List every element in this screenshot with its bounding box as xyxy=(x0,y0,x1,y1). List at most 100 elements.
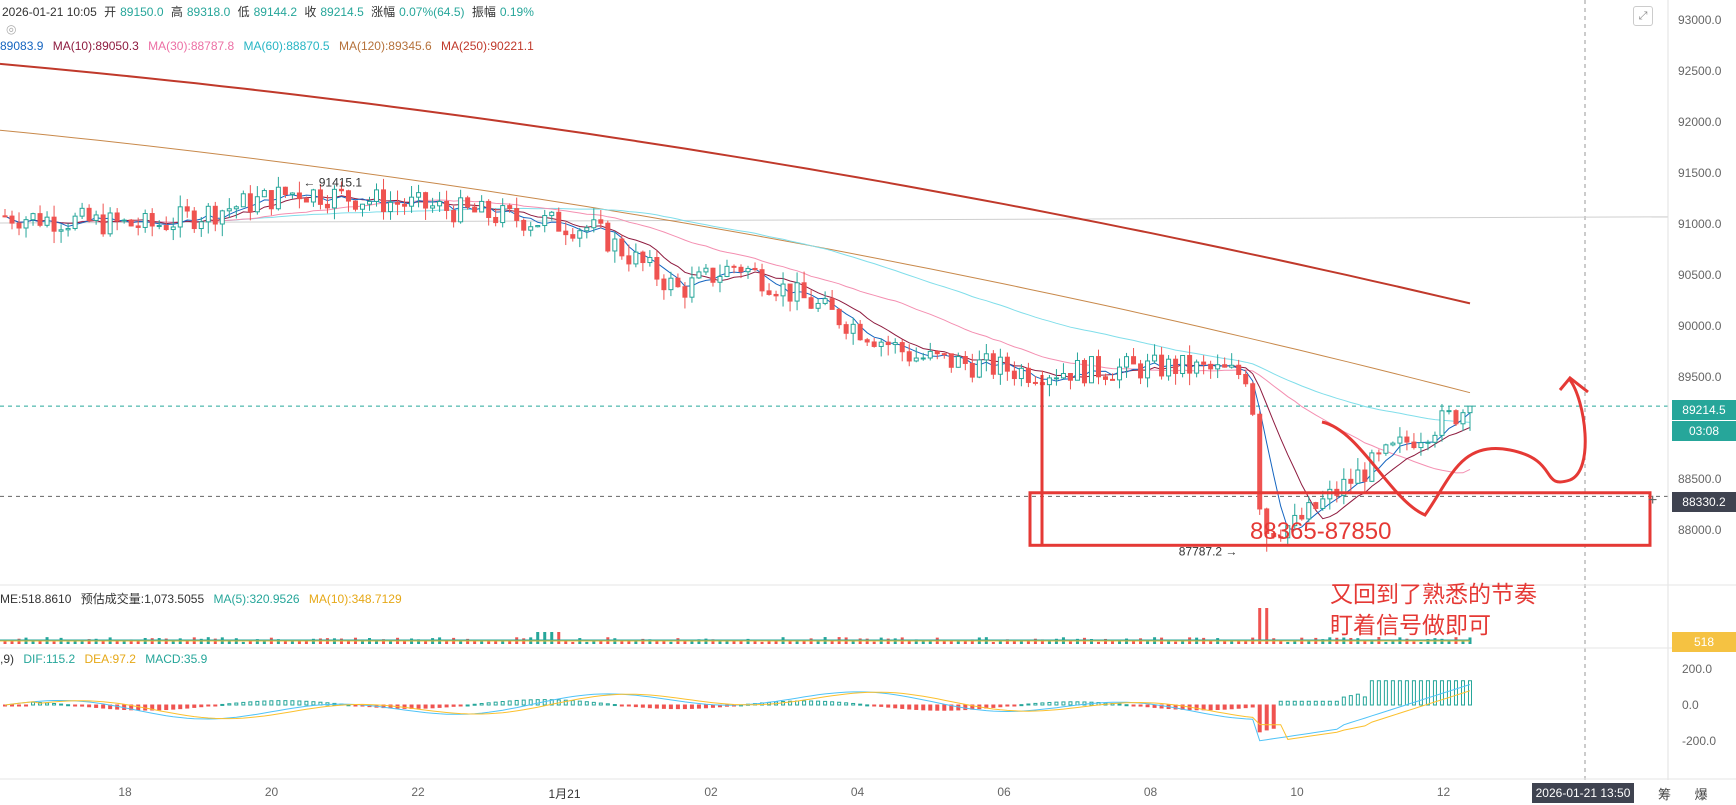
candle-body xyxy=(1138,363,1144,379)
plus-icon[interactable]: + xyxy=(1648,492,1658,509)
volume-bar xyxy=(1258,608,1262,644)
macd-histogram-bar xyxy=(1271,704,1276,729)
macd-histogram-bar xyxy=(444,704,449,708)
candle-body xyxy=(247,193,253,213)
macd-histogram-bar xyxy=(619,704,624,707)
macd-histogram-bar xyxy=(893,704,898,709)
candle-body xyxy=(121,219,127,222)
candle-body xyxy=(170,226,176,231)
macd-value: MACD:35.9 xyxy=(145,652,208,666)
macd-histogram-bar xyxy=(802,700,807,706)
volume-bar xyxy=(1370,639,1374,644)
candle-body xyxy=(359,203,365,210)
volume-bar xyxy=(136,639,140,644)
time-tick-label: 1月21 xyxy=(548,787,581,801)
macd-histogram-bar xyxy=(136,704,141,711)
macd-histogram-bar xyxy=(654,704,659,709)
candle-body xyxy=(976,359,982,378)
candle-body xyxy=(906,351,912,362)
candle-body xyxy=(72,215,78,229)
volume-bar xyxy=(389,641,393,644)
candle-body xyxy=(1320,498,1326,509)
macd-panel xyxy=(3,680,1472,742)
expand-icon[interactable]: ⤢ xyxy=(1633,6,1653,26)
volume-bar xyxy=(424,641,428,644)
macd-histogram-bar xyxy=(1411,680,1416,706)
support-zone-box xyxy=(1028,491,1652,547)
macd-histogram-bar xyxy=(1159,704,1164,709)
macd-histogram-bar xyxy=(886,704,891,708)
volume-bar xyxy=(10,639,14,644)
macd-histogram-bar xyxy=(1327,700,1332,706)
macd-histogram-bar xyxy=(94,704,99,708)
volume-bar xyxy=(669,641,673,644)
candle-body xyxy=(156,225,162,228)
volume-bar xyxy=(1068,641,1072,644)
time-tick-label: 06 xyxy=(997,785,1011,799)
price-tick-label: 89500.0 xyxy=(1678,370,1722,384)
datetime-readout: 2026-01-21 10:05 xyxy=(2,5,97,19)
volume-bar xyxy=(1223,639,1227,644)
volume-bar xyxy=(360,639,364,644)
volume-bar xyxy=(473,640,477,644)
volume-bar xyxy=(1111,641,1115,644)
candle-body xyxy=(388,201,394,213)
macd-histogram-bar xyxy=(535,699,540,706)
candle-body xyxy=(296,192,302,200)
candle-body xyxy=(1095,356,1101,378)
dif-line xyxy=(4,684,1471,742)
time-tick-label: 08 xyxy=(1143,785,1158,799)
candle-body xyxy=(1299,514,1305,520)
candle-body xyxy=(1362,469,1368,482)
macd-histogram-bar xyxy=(675,704,680,710)
macd-histogram-bar xyxy=(1208,704,1213,711)
volume-bar xyxy=(1244,639,1248,644)
candle-body xyxy=(1110,378,1116,381)
macd-histogram-bar xyxy=(1124,704,1129,707)
eye-icon[interactable]: ◎ xyxy=(6,22,17,36)
macd-histogram-bar xyxy=(823,700,828,706)
candle-body xyxy=(16,222,22,229)
candle-body xyxy=(899,342,905,353)
candle-body xyxy=(920,357,926,360)
candle-body xyxy=(317,189,323,205)
macd-legend: ,9) DIF:115.2 DEA:97.2 MACD:35.9 xyxy=(0,652,213,666)
candle-body xyxy=(345,190,351,202)
volume-bar xyxy=(648,639,652,644)
macd-histogram-bar xyxy=(570,700,575,706)
candle-body xyxy=(626,255,632,265)
volume-bar xyxy=(73,639,77,644)
macd-histogram-bar xyxy=(998,704,1003,708)
volume-bar xyxy=(101,639,105,644)
candle-body xyxy=(857,323,863,341)
macd-histogram-bar xyxy=(185,704,190,709)
candle-body xyxy=(198,221,204,230)
macd-histogram-bar xyxy=(24,704,29,707)
volume-bar xyxy=(564,641,568,644)
candle-body xyxy=(1081,359,1087,384)
macd-histogram-bar xyxy=(689,704,694,709)
volume-bar xyxy=(1237,640,1241,644)
candle-body xyxy=(1053,377,1059,380)
candle-body xyxy=(724,265,730,277)
candle-body xyxy=(1285,525,1291,539)
candle-body xyxy=(640,251,646,264)
macd-histogram-bar xyxy=(1453,680,1458,706)
macd-histogram-bar xyxy=(150,704,155,711)
candle-body xyxy=(815,302,821,309)
candle-body xyxy=(1411,441,1417,449)
candle-body xyxy=(107,212,113,235)
corner-menu[interactable]: 筹 爆 xyxy=(1658,787,1718,802)
candle-body xyxy=(591,219,597,229)
macd-histogram-bar xyxy=(241,701,246,706)
ma10-line xyxy=(4,195,1471,520)
macd-histogram-bar xyxy=(290,700,295,706)
volume-bar xyxy=(382,639,386,644)
volume-bar xyxy=(725,640,729,644)
volume-bar xyxy=(417,639,421,644)
candle-body xyxy=(892,342,898,346)
macd-histogram-bar xyxy=(1418,680,1423,706)
price-tick-label: 93000.0 xyxy=(1678,13,1722,27)
candle-body xyxy=(1152,354,1158,362)
